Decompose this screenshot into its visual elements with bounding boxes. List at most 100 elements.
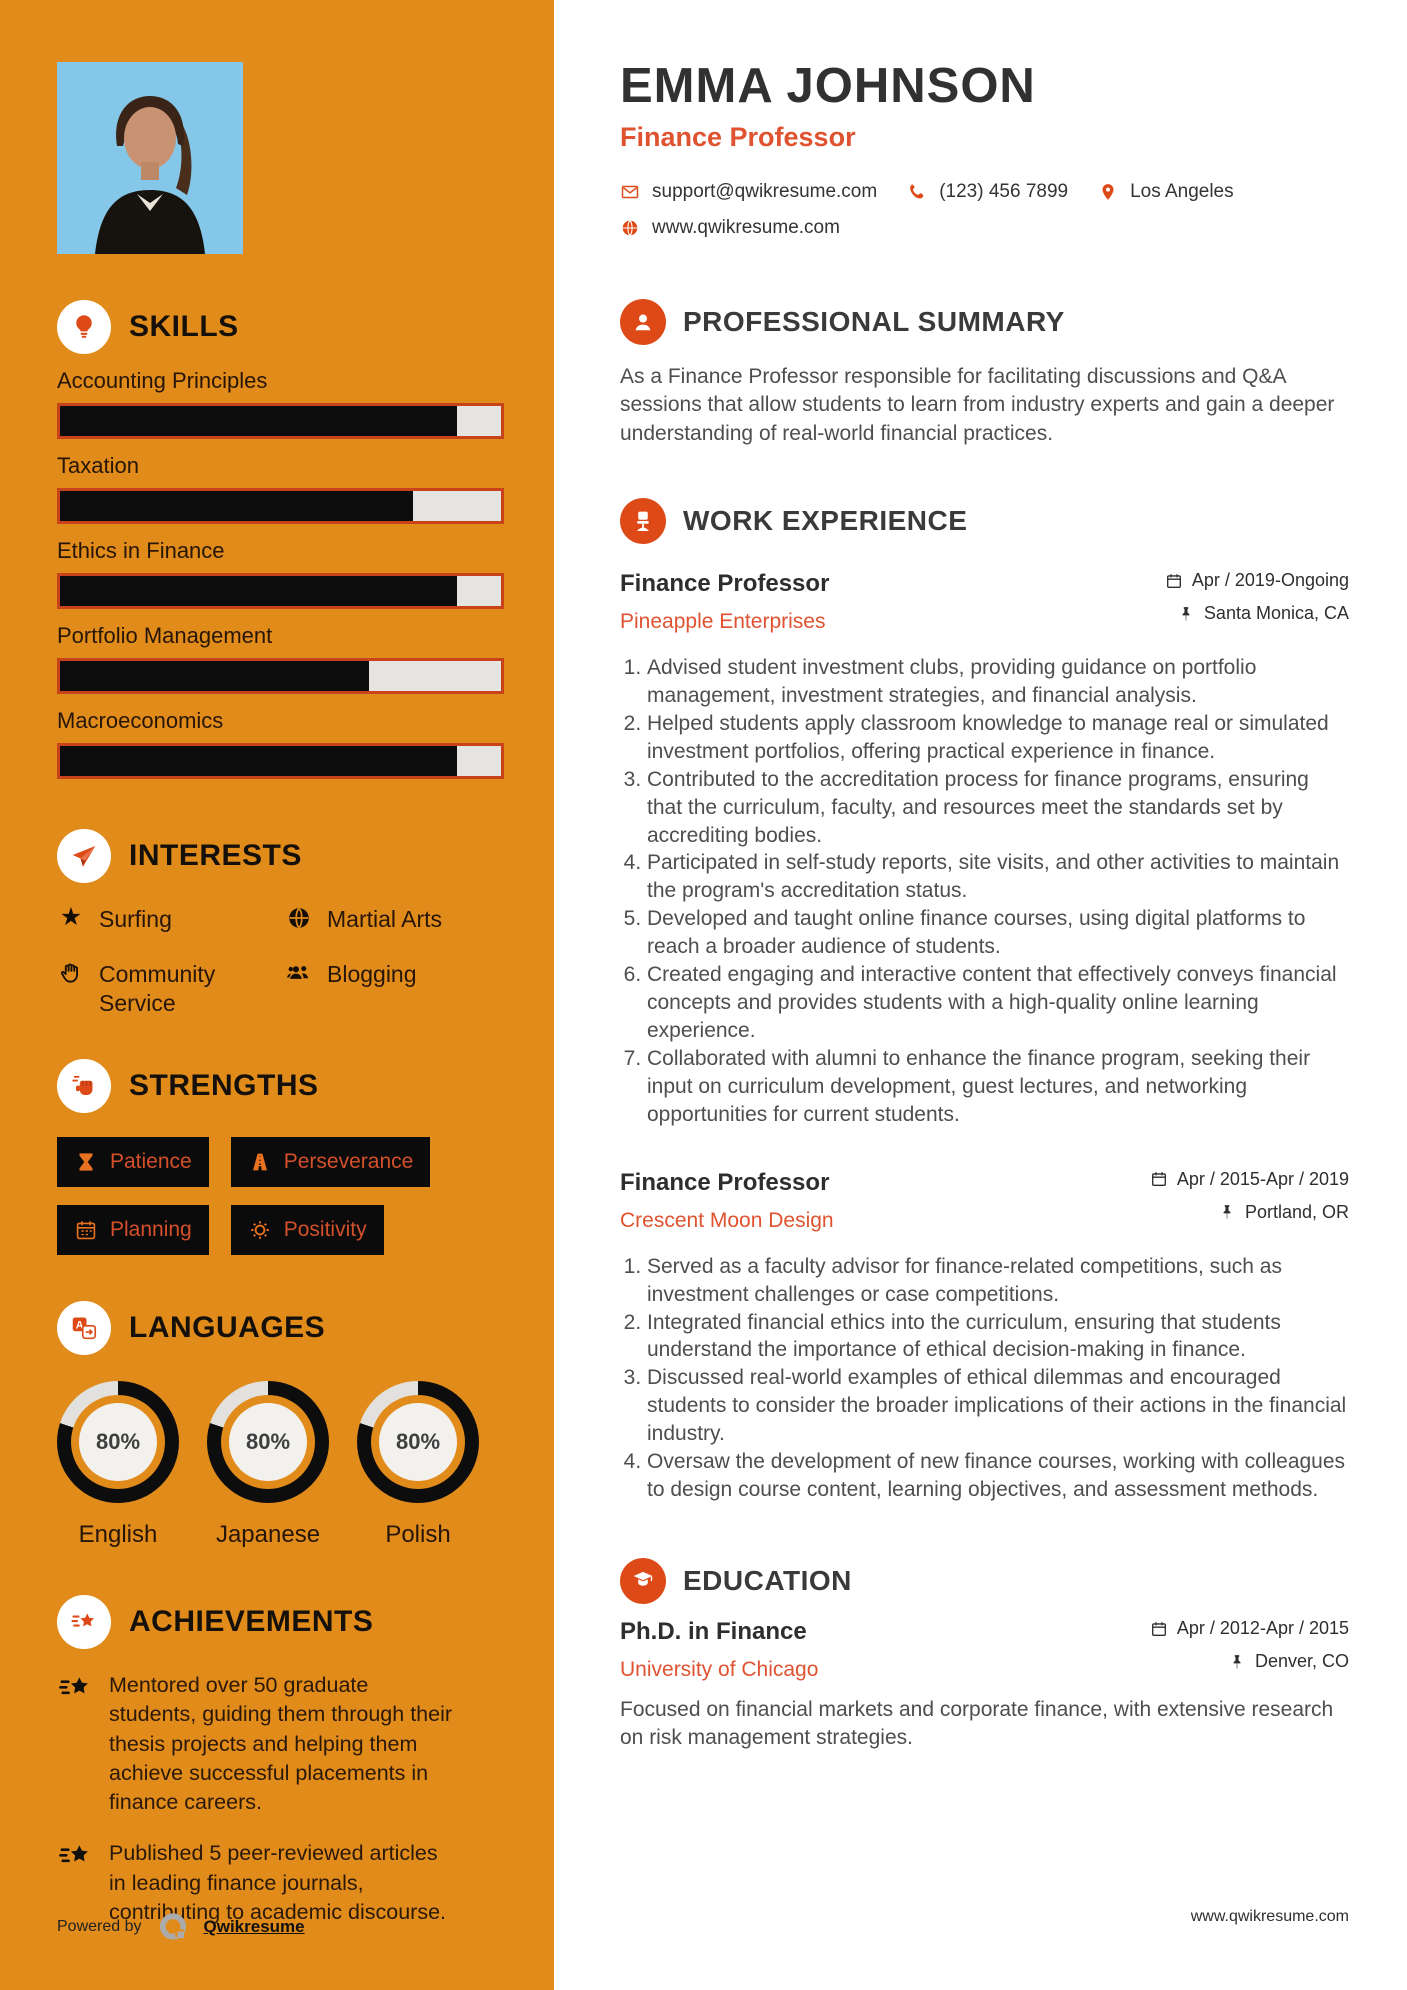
donut-hole: 80% (371, 1395, 465, 1490)
paper-plane-icon (57, 829, 111, 883)
interest-item: ★ Surfing (57, 905, 285, 938)
profile-photo (57, 62, 243, 254)
interests-section: INTERESTS ★ Surfing Martial Arts (57, 829, 504, 1017)
summary-section: PROFESSIONAL SUMMARY As a Finance Profes… (620, 299, 1349, 448)
calendar-icon (1166, 573, 1181, 588)
strength-chip: Patience (57, 1137, 209, 1188)
email-text: support@qwikresume.com (652, 181, 878, 202)
skill-label: Taxation (57, 453, 139, 478)
job-location: Santa Monica, CA (1165, 603, 1349, 624)
hourglass-icon (79, 1153, 93, 1171)
job-dates: Apr / 2019-Ongoing (1165, 570, 1349, 591)
fist-icon (57, 1059, 111, 1114)
calendar-icon (1151, 1621, 1166, 1636)
summary-text: As a Finance Professor responsible for f… (620, 365, 1335, 445)
contact-phone[interactable]: (123) 456 7899 (907, 181, 1068, 203)
main-column: EMMA JOHNSON Finance Professor support@q… (554, 0, 1407, 1753)
job-location-text: Santa Monica, CA (1203, 603, 1349, 624)
job-dates: Apr / 2015-Apr / 2019 (1150, 1169, 1349, 1190)
education-location: Denver, CO (1150, 1651, 1349, 1672)
strength-label: Patience (110, 1150, 192, 1174)
bullet: Participated in self-study reports, site… (647, 849, 1349, 905)
skills-section: SKILLS Accounting Principles Taxation Et… (57, 300, 504, 779)
languages-header: A LANGUAGES (57, 1301, 504, 1356)
qwikresume-link[interactable]: Qwikresume (203, 1917, 305, 1936)
strengths-heading: STRENGTHS (129, 1069, 319, 1103)
globe-web-icon (622, 220, 638, 236)
bullet: Served as a faculty advisor for finance-… (647, 1253, 1349, 1309)
languages-section: A LANGUAGES 80% English 80% (57, 1301, 504, 1549)
language-item: 80% Japanese (207, 1381, 329, 1549)
education-dates: Apr / 2012-Apr / 2015 (1150, 1618, 1349, 1639)
job-entry: Finance Professor Pineapple Enterprises … (620, 570, 1349, 1129)
sidebar: SKILLS Accounting Principles Taxation Et… (0, 0, 554, 1990)
interest-item: Blogging (285, 960, 504, 1018)
strength-chip: Perseverance (230, 1137, 431, 1188)
interest-item: Martial Arts (285, 905, 504, 938)
map-pin-icon (1102, 184, 1114, 200)
pushpin-icon (1223, 1205, 1231, 1220)
languages-list: 80% English 80% Japanese (57, 1381, 504, 1549)
strength-chip: Positivity (230, 1205, 384, 1256)
skill-item: Ethics in Finance (57, 538, 504, 609)
education-entry: Ph.D. in Finance University of Chicago A… (620, 1618, 1349, 1753)
job-header: Finance Professor Pineapple Enterprises … (620, 570, 1349, 634)
powered-by-label: Powered by (57, 1918, 142, 1935)
skill-bar (57, 658, 504, 694)
footer-website[interactable]: www.qwikresume.com (1190, 1908, 1349, 1925)
interests-heading: INTERESTS (129, 839, 302, 872)
achievements-heading: ACHIEVEMENTS (129, 1605, 374, 1639)
education-dates-text: Apr / 2012-Apr / 2015 (1176, 1618, 1349, 1638)
skill-label: Portfolio Management (57, 623, 273, 648)
summary-heading: PROFESSIONAL SUMMARY (683, 306, 1065, 337)
skill-item: Macroeconomics (57, 708, 504, 779)
interests-header: INTERESTS (57, 829, 504, 883)
achievement-text: Mentored over 50 graduate students, guid… (109, 1673, 453, 1815)
job-meta: Apr / 2019-Ongoing Santa Monica, CA (1165, 570, 1349, 624)
degree-title: Ph.D. in Finance (620, 1618, 807, 1645)
skill-bar-fill (60, 406, 457, 436)
contact-email[interactable]: support@qwikresume.com (620, 181, 877, 203)
education-entry-header: Ph.D. in Finance University of Chicago A… (620, 1618, 1349, 1682)
interests-list: ★ Surfing Martial Arts Community Service (57, 905, 504, 1017)
job-bullets: Advised student investment clubs, provid… (620, 654, 1349, 1129)
interest-label: Blogging (327, 960, 417, 987)
star-icon: ★ (59, 903, 83, 931)
skill-bar (57, 403, 504, 439)
skill-item: Accounting Principles (57, 368, 504, 439)
skill-item: Taxation (57, 453, 504, 524)
work-heading: WORK EXPERIENCE (683, 505, 968, 537)
language-item: 80% Polish (357, 1381, 479, 1549)
bullet: Created engaging and interactive content… (647, 961, 1349, 1045)
work-section: WORK EXPERIENCE Finance Professor Pineap… (620, 498, 1349, 1504)
language-label: English (78, 1521, 158, 1549)
achievement-item: Mentored over 50 graduate students, guid… (57, 1671, 504, 1817)
language-donut: 80% (207, 1381, 329, 1504)
sun-icon (250, 1221, 269, 1240)
skill-bar (57, 743, 504, 779)
strengths-header: STRENGTHS (57, 1059, 504, 1114)
skill-bar (57, 573, 504, 609)
contact-row: support@qwikresume.com (123) 456 7899 Lo… (620, 181, 1349, 239)
job-dates-text: Apr / 2015-Apr / 2019 (1176, 1168, 1349, 1189)
contact-website[interactable]: www.qwikresume.com (620, 217, 840, 239)
job-entry: Finance Professor Crescent Moon Design A… (620, 1169, 1349, 1504)
bullet: Developed and taught online finance cour… (647, 905, 1349, 961)
bullet: Oversaw the development of new finance c… (647, 1448, 1349, 1504)
bullet: Contributed to the accreditation process… (647, 766, 1349, 850)
calendar-icon (76, 1221, 96, 1240)
shooting-star-icon (57, 1839, 93, 1927)
users-icon (285, 960, 313, 1018)
skills-header: SKILLS (57, 300, 504, 354)
strength-label: Planning (110, 1218, 192, 1242)
bullet: Advised student investment clubs, provid… (647, 654, 1349, 710)
job-title: Finance Professor (620, 1168, 830, 1196)
strength-label: Perseverance (283, 1150, 414, 1174)
phone-text: (123) 456 7899 (939, 181, 1069, 202)
powered-by: Powered by Qwikresume (57, 1910, 305, 1944)
globe-icon (285, 905, 313, 938)
interest-label: Surfing (99, 906, 172, 932)
location-text: Los Angeles (1130, 181, 1234, 202)
languages-heading: LANGUAGES (129, 1311, 326, 1345)
